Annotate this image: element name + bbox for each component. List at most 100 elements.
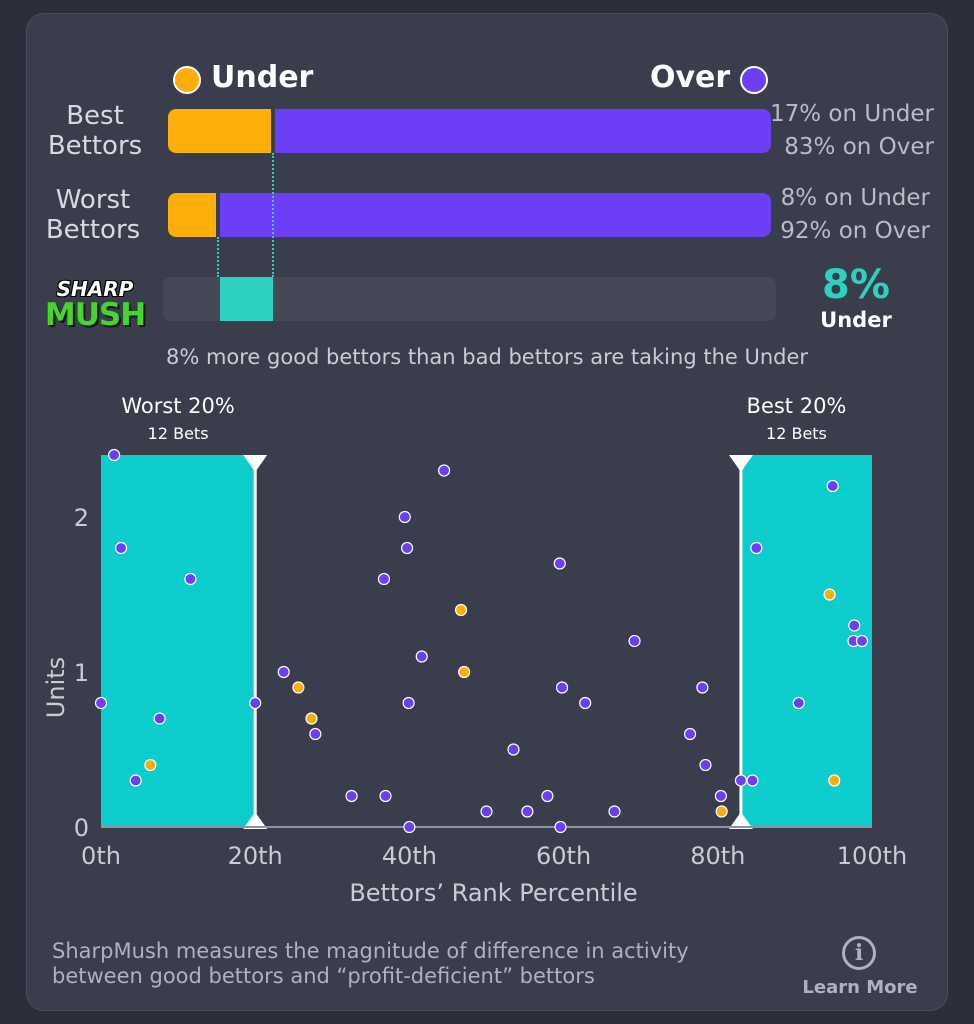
- data-point-under: [715, 805, 728, 818]
- data-point-over: [696, 681, 709, 694]
- band-sublabel: 12 Bets: [766, 424, 827, 443]
- best-bettors-bar: [168, 109, 771, 153]
- data-point-over: [345, 789, 358, 803]
- x-tick-label: 100th: [837, 842, 907, 870]
- worst-bettors-label: Worst Bettors: [28, 185, 158, 245]
- over-legend-dot: [740, 66, 768, 94]
- data-point-over: [848, 619, 861, 632]
- data-point-over: [377, 572, 391, 586]
- band-handle-top: [728, 455, 753, 472]
- worst-label-line2: Bettors: [45, 215, 141, 245]
- data-point-over: [153, 712, 166, 725]
- under-legend-dot: [173, 66, 201, 94]
- data-point-over: [398, 510, 411, 524]
- data-point-over: [579, 696, 592, 710]
- sharpmush-bar: [163, 277, 776, 321]
- x-tick-label: 60th: [536, 842, 591, 870]
- sharpmush-logo: SHARP MUSH: [36, 276, 154, 333]
- best-over-pct: 83% on Over: [784, 134, 934, 160]
- footer-line1: SharpMush measures the magnitude of diff…: [52, 939, 689, 963]
- scatter-chart: Worst 20% 12 Bets Best 20% 12 Bets 0th 20th 40…: [42, 394, 907, 907]
- data-point-over: [309, 727, 322, 741]
- best-divider-dotted-line: [272, 153, 274, 277]
- best-under-segment: [168, 109, 271, 153]
- logo-sharp-text: SHARP: [56, 277, 134, 301]
- footer-line2: between good bettors and “profit-deficie…: [52, 964, 595, 988]
- data-point-under: [828, 774, 841, 787]
- data-point-over: [555, 681, 569, 694]
- data-point-over: [437, 464, 451, 477]
- footer-description: SharpMush measures the magnitude of diff…: [52, 939, 689, 989]
- data-point-over: [94, 696, 108, 710]
- logo-mush-text: MUSH: [44, 297, 146, 333]
- data-point-over: [699, 758, 712, 772]
- sharpmush-direction: Under: [820, 308, 892, 332]
- data-point-under: [454, 603, 468, 617]
- data-point-over: [108, 448, 121, 462]
- x-tick-label: 80th: [690, 842, 745, 870]
- data-point-over: [855, 634, 869, 648]
- data-point-over: [129, 774, 142, 787]
- data-point-over: [114, 541, 128, 555]
- best-under-pct: 17% on Under: [769, 101, 934, 127]
- data-point-over: [249, 696, 262, 710]
- band-sublabel: 12 Bets: [148, 424, 209, 443]
- summary-text: 8% more good bettors than bad bettors ar…: [165, 345, 809, 369]
- best-label-line1: Best: [66, 101, 124, 131]
- data-point-over: [714, 789, 727, 803]
- data-point-over: [553, 557, 566, 570]
- worst-under-segment: [168, 193, 216, 237]
- best-pct-text: 17% on Under 83% on Over: [770, 98, 934, 164]
- data-point-over: [734, 774, 748, 787]
- data-point-under: [305, 712, 318, 725]
- data-point-over: [379, 789, 392, 803]
- worst-label-line1: Worst: [55, 185, 131, 215]
- over-legend-label: Over: [650, 60, 731, 95]
- best-over-segment: [275, 109, 771, 153]
- y-axis-title: Units: [42, 657, 70, 718]
- data-point-under: [292, 681, 305, 694]
- x-tick-label: 0th: [81, 842, 121, 870]
- data-point-over: [750, 541, 763, 555]
- x-tick-label: 40th: [382, 842, 437, 870]
- data-point-under: [144, 758, 157, 772]
- data-point-over: [826, 479, 839, 493]
- sharpmush-difference-segment: [220, 277, 273, 321]
- sharpmush-result: 8% Under: [800, 262, 912, 332]
- data-point-over: [507, 743, 520, 756]
- data-point-over: [746, 774, 759, 787]
- x-tick-label: 20th: [228, 842, 283, 870]
- worst-over-segment: [220, 193, 771, 237]
- band-label: Worst 20%: [121, 394, 235, 418]
- band-handle-bottom: [728, 812, 753, 829]
- learn-more-link[interactable]: Learn More: [802, 977, 918, 998]
- sharpmush-pct: 8%: [822, 262, 890, 308]
- data-point-over: [184, 572, 197, 586]
- data-point-over: [415, 650, 428, 663]
- data-point-over: [521, 805, 534, 818]
- data-point-over: [554, 820, 567, 834]
- data-point-over: [277, 665, 290, 679]
- data-point-over: [402, 696, 415, 710]
- data-point-over: [608, 805, 621, 818]
- data-point-under: [458, 665, 471, 679]
- worst-pct-text: 8% on Under 92% on Over: [780, 182, 930, 248]
- data-point-over: [403, 820, 416, 834]
- best-label-line2: Bettors: [47, 131, 143, 161]
- under-legend-label: Under: [211, 60, 314, 95]
- data-point-over: [628, 634, 641, 648]
- band-handle-top: [243, 455, 268, 472]
- band-rect: [101, 455, 256, 827]
- info-icon[interactable]: i: [842, 936, 876, 970]
- band-label: Best 20%: [747, 394, 847, 418]
- data-point-over: [792, 696, 805, 710]
- worst-divider-dotted-line: [217, 237, 219, 277]
- y-tick-label: 0: [74, 814, 89, 842]
- band-handle-bottom: [243, 812, 268, 829]
- y-tick-label: 1: [74, 659, 89, 687]
- x-axis-title: Bettors’ Rank Percentile: [349, 879, 637, 907]
- data-point-over: [400, 541, 414, 555]
- worst-under-pct: 8% on Under: [780, 185, 930, 211]
- data-point-over: [683, 727, 697, 741]
- worst-over-pct: 92% on Over: [780, 218, 930, 244]
